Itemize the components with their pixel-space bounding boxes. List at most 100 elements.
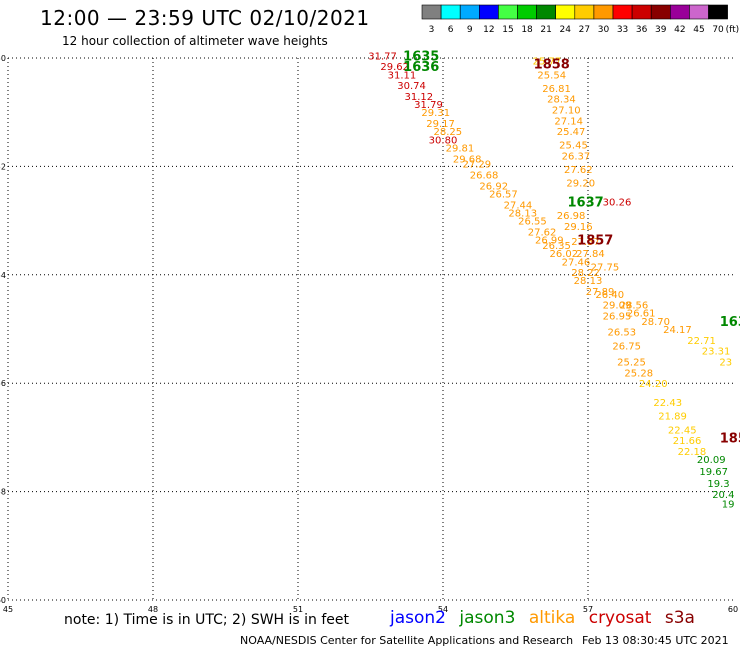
wave-height-label: 26.40 xyxy=(595,290,624,301)
colorbar-tick-label: 30 xyxy=(598,25,610,35)
credit-timestamp: Feb 13 08:30:45 UTC 2021 xyxy=(582,634,729,647)
wave-height-label: 26.68 xyxy=(470,171,499,182)
wave-height-label: 27.62 xyxy=(564,165,593,176)
colorbar-legend: 3 6 9 12 15 18 21 24 27 30 33 36 39 42 45 70 (ft) xyxy=(421,4,740,35)
wave-height-label: 19 xyxy=(722,500,735,511)
satellite-legend-altika: altika xyxy=(528,608,576,628)
wave-height-label: 27.57 xyxy=(571,237,600,248)
colorbar-tick-label: 3 xyxy=(429,25,435,35)
wave-height-label: 26.35 xyxy=(542,241,571,252)
wave-height-label: 29.62 xyxy=(380,62,409,73)
wave-height-label: 26.99 xyxy=(535,236,564,247)
x-tick-label: 48 xyxy=(148,605,158,614)
satellite-legend-jason3: jason3 xyxy=(459,608,516,628)
pass-time-label: 1858 xyxy=(534,57,570,72)
x-tick-label: 57 xyxy=(583,605,593,614)
wave-height-label: 25.77 xyxy=(533,57,562,68)
credit-line: NOAA/NESDIS Center for Satellite Applica… xyxy=(240,634,574,647)
wave-height-label: 21.66 xyxy=(673,436,702,447)
wave-height-label: 28.25 xyxy=(434,127,463,138)
wave-height-label: 28.34 xyxy=(547,95,576,106)
wave-height-label: 26.75 xyxy=(612,341,641,352)
wave-height-label: 26.98 xyxy=(557,211,586,222)
wave-height-label: 30.80 xyxy=(429,135,458,146)
colorbar-tick-label: 33 xyxy=(617,25,628,35)
wave-height-label: 28.56 xyxy=(620,301,649,312)
wave-height-label: 22.18 xyxy=(678,447,707,458)
y-tick-label: -56 xyxy=(0,379,6,388)
colorbar-tick-label: 15 xyxy=(502,25,513,35)
wave-height-label: 25.45 xyxy=(559,141,588,152)
colorbar-tick-label: 6 xyxy=(448,25,454,35)
wave-height-label: 29.68 xyxy=(453,154,482,165)
wave-height-label: 28.70 xyxy=(641,317,670,328)
wave-height-label: 29.20 xyxy=(566,179,595,190)
wave-height-label: 29.17 xyxy=(426,119,455,130)
wave-height-label: 29.81 xyxy=(446,143,475,154)
colorbar-tick-label: 42 xyxy=(674,25,685,35)
wave-height-label: 27.62 xyxy=(528,227,557,238)
wave-height-label: 27.10 xyxy=(552,105,581,116)
wave-height-label: 28.13 xyxy=(508,208,537,219)
page-title: 12:00 — 23:59 UTC 02/10/2021 xyxy=(40,6,370,30)
wave-height-label: 27.75 xyxy=(591,263,620,274)
wave-height-label: 27.46 xyxy=(562,257,591,268)
y-tick-label: -52 xyxy=(0,162,6,171)
colorbar-unit: (ft) xyxy=(726,25,740,35)
x-tick-label: 54 xyxy=(438,605,448,614)
satellite-legend-s3a: s3a xyxy=(664,608,695,628)
colorbar-tick-label: 70 xyxy=(712,25,724,35)
wave-height-label: 30.74 xyxy=(397,81,426,92)
wave-height-label: 23.31 xyxy=(702,347,731,358)
wave-height-label: 25.54 xyxy=(537,70,566,81)
wave-height-label: 26.53 xyxy=(608,328,637,339)
wave-height-label: 26.02 xyxy=(550,249,579,260)
colorbar-swatch xyxy=(708,4,728,20)
wave-height-label: 30.26 xyxy=(603,198,632,209)
wave-height-label: 22.43 xyxy=(653,398,682,409)
wave-height-label: 26.57 xyxy=(489,190,518,201)
wave-height-label: 28.22 xyxy=(571,268,600,279)
footer-note: note: 1) Time is in UTC; 2) SWH is in fe… xyxy=(64,612,350,628)
wave-height-label: 27.44 xyxy=(504,200,533,211)
wave-height-label: 26.61 xyxy=(627,309,656,320)
wave-height-label: 29.09 xyxy=(603,301,632,312)
colorbar-tick-label: 39 xyxy=(655,25,667,35)
wave-height-label: 27.29 xyxy=(463,160,492,171)
colorbar-tick-label: 24 xyxy=(560,25,572,35)
wave-height-label: 25.25 xyxy=(617,358,646,369)
colorbar-tick-label: 18 xyxy=(521,25,533,35)
colorbar-tick-label: 45 xyxy=(693,25,704,35)
wave-height-label: 26.92 xyxy=(479,181,508,192)
wave-height-label: 19.3 xyxy=(707,479,729,490)
wave-height-label: 22.45 xyxy=(668,425,697,436)
wave-height-label: 28.13 xyxy=(574,276,603,287)
wave-height-label: 20.4 xyxy=(712,490,734,501)
colorbar-tick-label: 27 xyxy=(579,25,590,35)
colorbar-tick-label: 21 xyxy=(540,25,551,35)
colorbar-tick-label: 9 xyxy=(467,25,473,35)
satellite-legend-jason2: jason2 xyxy=(390,608,446,628)
wave-height-label: 26.55 xyxy=(518,217,547,228)
wave-height-label: 26.37 xyxy=(562,152,591,163)
wave-height-label: 20.09 xyxy=(697,455,726,466)
wave-height-label: 23 xyxy=(719,358,732,369)
wave-height-label: 27.84 xyxy=(576,249,605,260)
wave-height-label: 31.79 xyxy=(414,100,443,111)
pass-time-label: 1637 xyxy=(567,196,603,211)
wave-height-label: 24.17 xyxy=(663,325,692,336)
wave-height-label: 29.16 xyxy=(564,222,593,233)
wave-height-label: 25.47 xyxy=(557,127,586,138)
pass-time-label: 1635 xyxy=(403,49,439,64)
page-subtitle: 12 hour collection of altimeter wave hei… xyxy=(62,34,328,48)
wave-height-label: 31.12 xyxy=(405,92,434,103)
pass-time-label: 1859 xyxy=(720,431,740,446)
wave-height-label: 27.89 xyxy=(586,287,615,298)
x-tick-label: 51 xyxy=(293,605,303,614)
satellite-legend: jason2 jason3 altika cryosat s3a xyxy=(390,608,703,628)
wave-height-label: 31.77 xyxy=(368,51,397,62)
satellite-legend-cryosat: cryosat xyxy=(588,608,652,628)
x-tick-label: 60 xyxy=(728,605,738,614)
x-tick-label: 45 xyxy=(3,605,13,614)
pass-time-label: 1638 xyxy=(720,315,740,330)
